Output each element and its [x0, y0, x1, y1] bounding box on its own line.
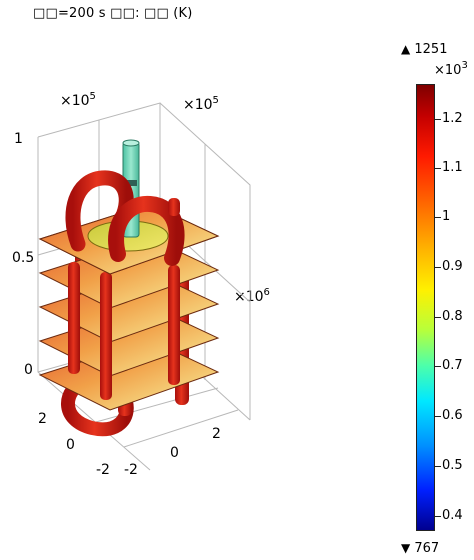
y-tick-m2: -2 [96, 462, 110, 478]
colorbar-tick: 0.8 [442, 309, 463, 324]
plot-title: □□=200 s □□: □□ (K) [33, 6, 193, 21]
z-tick-1: 1 [14, 131, 23, 147]
bottom-u-tube [61, 373, 134, 437]
x-tick-m2: -2 [124, 462, 138, 478]
z-tick-05: 0.5 [12, 250, 35, 266]
right-u-tube [108, 195, 185, 266]
down-triangle-icon: ▼ [401, 541, 411, 555]
y-tick-0: 0 [66, 437, 75, 453]
colorbar-max-label: ▲ 1251 [401, 42, 448, 57]
z-tick-0: 0 [24, 362, 33, 378]
left-axis-multiplier: ×105 [60, 91, 96, 109]
colorbar-tick: 1 [442, 209, 451, 224]
mid-axis-multiplier: ×105 [183, 95, 219, 113]
colorbar-tick: 0.6 [442, 408, 463, 423]
colorbar-tick: 1.2 [442, 111, 463, 126]
x-tick-2: 2 [212, 426, 221, 442]
x-tick-0: 0 [170, 445, 179, 461]
colorbar-tick: 0.9 [442, 259, 463, 274]
colorbar-multiplier: ×103 [434, 60, 468, 78]
post-segments [68, 262, 180, 400]
colorbar [416, 84, 435, 531]
colorbar-tick: 0.7 [442, 358, 463, 373]
y-tick-2: 2 [38, 411, 47, 427]
colorbar-min-label: ▼ 767 [401, 541, 440, 556]
left-u-tube [65, 170, 134, 252]
colorbar-tick: 0.4 [442, 508, 463, 523]
colorbar-tick: 1.1 [442, 160, 463, 175]
colorbar-tick: 0.5 [442, 458, 463, 473]
right-axis-multiplier: ×106 [234, 287, 270, 305]
up-triangle-icon: ▲ [401, 42, 411, 56]
